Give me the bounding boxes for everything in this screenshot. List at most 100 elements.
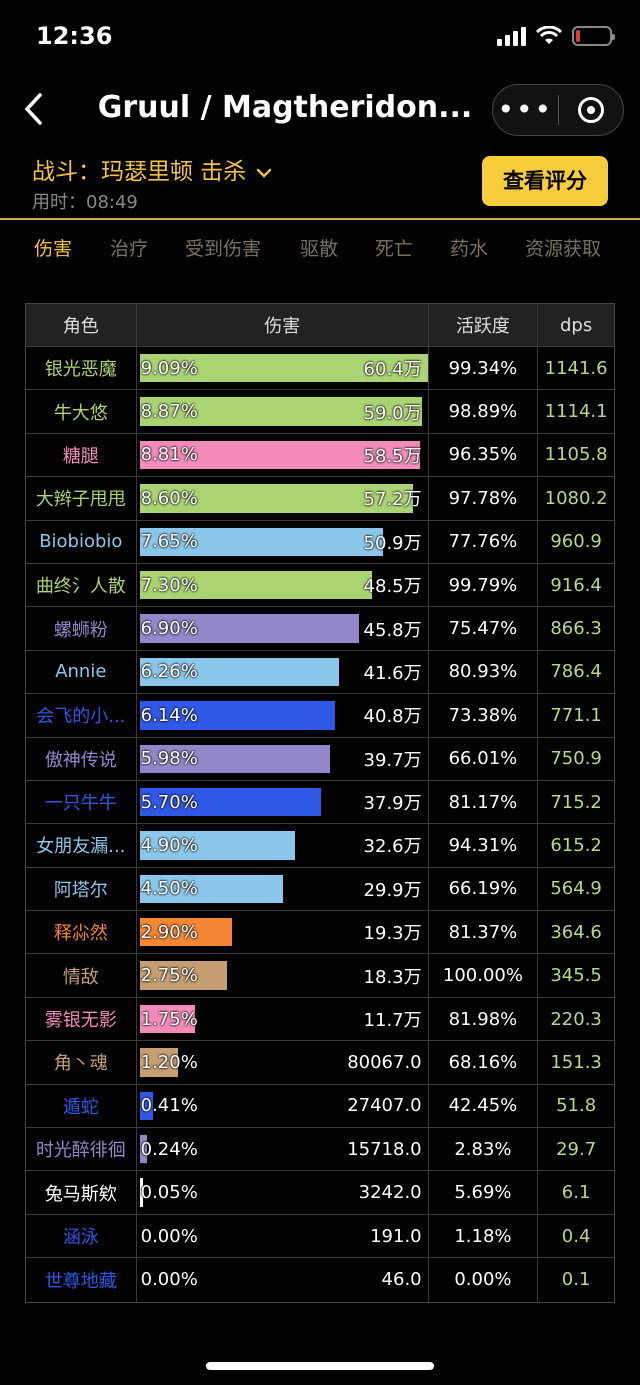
damage-cell: 1.20% 80067.0: [137, 1041, 429, 1084]
damage-cell: 0.05% 3242.0: [137, 1171, 429, 1214]
table-row[interactable]: 银光恶魔 9.09% 60.4万 99.34% 1141.6: [26, 347, 614, 391]
chevron-left-icon: [24, 93, 42, 125]
dps-value: 29.7: [556, 1138, 597, 1160]
table-row[interactable]: 释尛然 2.90% 19.3万 81.37% 364.6: [26, 911, 614, 955]
home-indicator: [206, 1362, 434, 1370]
table-row[interactable]: 兔马斯欸 0.05% 3242.0 5.69% 6.1: [26, 1171, 614, 1215]
view-rating-button[interactable]: 查看评分: [482, 156, 608, 206]
dps-value: 715.2: [550, 791, 602, 813]
status-time: 12:36: [36, 22, 113, 50]
activity-value: 94.31%: [448, 834, 518, 856]
damage-bar: [139, 657, 339, 687]
back-button[interactable]: [22, 92, 50, 126]
activity-cell: 66.19%: [429, 867, 539, 911]
table-row[interactable]: 螺蛳粉 6.90% 45.8万 75.47% 866.3: [26, 607, 614, 651]
table-row[interactable]: 大辫子甩甩 8.60% 57.2万 97.78% 1080.2: [26, 477, 614, 521]
tab-damage[interactable]: 伤害: [34, 238, 73, 260]
damage-bar: [139, 354, 428, 383]
table-row[interactable]: 遁蛇 0.41% 27407.0 42.45% 51.8: [26, 1084, 614, 1129]
role-cell: 大辫子甩甩: [26, 477, 137, 520]
role-cell: 遁蛇: [26, 1084, 137, 1128]
table-row[interactable]: 会飞的小... 6.14% 40.8万 73.38% 771.1: [26, 694, 614, 738]
damage-cell: 6.14% 40.8万: [137, 694, 429, 737]
table-row[interactable]: 角丶魂 1.20% 80067.0 68.16% 151.3: [26, 1041, 614, 1085]
role-cell: 雾银无影: [26, 997, 137, 1041]
damage-bar: [139, 614, 359, 643]
dps-value: 916.4: [550, 574, 602, 596]
activity-value: 66.19%: [448, 878, 518, 900]
table-row[interactable]: 一只牛牛 5.70% 37.9万 81.17% 715.2: [26, 780, 614, 825]
damage-cell: 2.75% 18.3万: [137, 954, 429, 997]
role-name: 释尛然: [53, 923, 108, 945]
damage-percent: 4.50%: [140, 878, 198, 900]
damage-bar: [139, 1048, 178, 1077]
activity-cell: 1.18%: [429, 1214, 539, 1258]
table-row[interactable]: 曲终氵人散 7.30% 48.5万 99.79% 916.4: [26, 563, 614, 608]
damage-amount: 57.2万: [363, 489, 422, 511]
tab-dispel[interactable]: 驱散: [300, 238, 339, 260]
header-activity: 活跃度: [429, 304, 539, 346]
tab-resources[interactable]: 资源获取: [525, 238, 602, 260]
damage-amount: 39.7万: [363, 749, 422, 771]
damage-bar: [139, 1178, 143, 1207]
table-row[interactable]: 女朋友漏... 4.90% 32.6万 94.31% 615.2: [26, 824, 614, 868]
activity-cell: 66.01%: [429, 737, 539, 780]
table-row[interactable]: 世尊地藏 0.00% 46.0 0.00% 0.1: [26, 1258, 614, 1302]
damage-bar: [139, 1135, 148, 1164]
dps-value: 345.5: [550, 965, 602, 987]
table-row[interactable]: 牛大悠 8.87% 59.0万 98.89% 1114.1: [26, 390, 614, 434]
damage-percent: 7.65%: [140, 531, 198, 553]
damage-percent: 0.00%: [140, 1269, 198, 1291]
activity-cell: 81.37%: [429, 911, 539, 954]
damage-bar: [139, 701, 335, 730]
dps-value: 1105.8: [544, 444, 608, 466]
activity-cell: 100.00%: [429, 954, 539, 997]
role-name: 傲神传说: [44, 749, 117, 771]
fight-dropdown[interactable]: 战斗：玛瑟里顿 击杀: [32, 152, 272, 186]
damage-cell: 7.30% 48.5万: [137, 563, 429, 607]
role-name: 一只牛牛: [44, 793, 117, 815]
damage-bar: [139, 570, 372, 600]
role-name: 角丶魂: [53, 1053, 108, 1075]
table-row[interactable]: 时光醉徘徊 0.24% 15718.0 2.83% 29.7: [26, 1128, 614, 1172]
dps-value: 6.1: [561, 1182, 591, 1204]
activity-cell: 98.89%: [429, 390, 539, 433]
role-name: 大辫子甩甩: [35, 489, 126, 511]
damage-bar: [139, 1004, 196, 1034]
dps-value: 151.3: [550, 1051, 602, 1073]
table-row[interactable]: 傲神传说 5.98% 39.7万 66.01% 750.9: [26, 737, 614, 781]
table-row[interactable]: 情敌 2.75% 18.3万 100.00% 345.5: [26, 954, 614, 998]
role-name: 雾银无影: [44, 1010, 117, 1032]
tab-potions[interactable]: 药水: [450, 238, 489, 260]
table-row[interactable]: Annie 6.26% 41.6万 80.93% 786.4: [26, 650, 614, 695]
table-row[interactable]: 糖腿 8.81% 58.5万 96.35% 1105.8: [26, 433, 614, 478]
damage-percent: 5.70%: [140, 791, 198, 813]
role-cell: 情敌: [26, 954, 137, 997]
tab-deaths[interactable]: 死亡: [375, 238, 414, 260]
activity-value: 42.45%: [448, 1095, 518, 1117]
damage-bar: [139, 744, 330, 773]
table-row[interactable]: 雾银无影 1.75% 11.7万 81.98% 220.3: [26, 997, 614, 1042]
damage-percent: 6.14%: [140, 704, 198, 726]
activity-value: 81.37%: [448, 921, 518, 943]
damage-bar: [139, 831, 296, 860]
table-row[interactable]: 涵泳 0.00% 191.0 1.18% 0.4: [26, 1214, 614, 1259]
activity-cell: 99.34%: [429, 347, 539, 390]
activity-value: 2.83%: [454, 1138, 512, 1160]
dps-value: 564.9: [550, 878, 602, 900]
table-row[interactable]: 阿塔尔 4.50% 29.9万 66.19% 564.9: [26, 867, 614, 912]
role-name: 女朋友漏...: [36, 836, 126, 858]
activity-cell: 42.45%: [429, 1084, 539, 1128]
tab-damage-taken[interactable]: 受到伤害: [185, 238, 262, 260]
more-options-button[interactable]: •••: [497, 93, 554, 126]
nav-bar: Gruul / Magtheridon... •••: [0, 78, 640, 144]
damage-bar: [139, 961, 228, 990]
tab-healing[interactable]: 治疗: [110, 238, 149, 260]
table-row[interactable]: Biobiobio 7.65% 50.9万 77.76% 960.9: [26, 520, 614, 564]
header-role: 角色: [26, 304, 137, 346]
close-mini-program-button[interactable]: [559, 97, 624, 123]
damage-bar: [139, 1091, 153, 1121]
fight-duration: 用时：08:49: [32, 192, 138, 213]
role-cell: 兔马斯欸: [26, 1171, 137, 1214]
table-header: 角色 伤害 活跃度 dps: [26, 304, 614, 347]
